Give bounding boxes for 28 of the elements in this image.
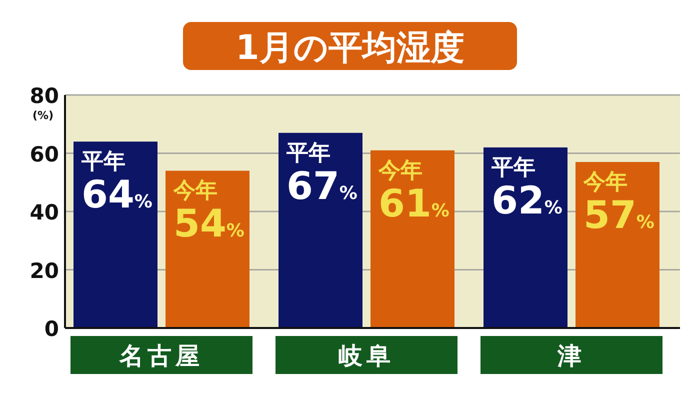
text: 平年 bbox=[492, 155, 536, 180]
bar bbox=[484, 147, 568, 328]
y-tick-label: 40 bbox=[30, 200, 59, 224]
bar bbox=[166, 170, 250, 328]
text: 今年 bbox=[584, 170, 628, 195]
data-label: 64% bbox=[82, 172, 152, 217]
x-tick-label: 津 bbox=[556, 342, 586, 370]
chart-title: 1月の平均湿度 bbox=[236, 28, 464, 68]
series-label: 平年 bbox=[80, 150, 126, 175]
y-tick-label: 0 bbox=[44, 317, 59, 341]
bar bbox=[370, 150, 454, 328]
text: 平年 bbox=[286, 140, 330, 166]
text: 今年 bbox=[378, 158, 422, 184]
bar bbox=[576, 162, 660, 328]
x-tick-label: 岐阜 bbox=[338, 342, 394, 370]
y-tick-label: 80 bbox=[30, 84, 59, 108]
y-tick-label: 20 bbox=[30, 258, 59, 283]
x-tick-label: 名古屋 bbox=[118, 342, 204, 370]
data-label: 57% bbox=[584, 192, 654, 237]
bar bbox=[74, 142, 158, 328]
data-label: 54% bbox=[174, 202, 244, 246]
series-label: 今年 bbox=[172, 178, 218, 204]
data-label: 62% bbox=[492, 178, 562, 222]
y-tick-label: 60 bbox=[30, 142, 59, 166]
data-label: 67% bbox=[286, 164, 358, 208]
y-axis-title: (%) bbox=[32, 109, 54, 122]
bar bbox=[278, 132, 362, 328]
data-label: 61% bbox=[378, 181, 450, 226]
